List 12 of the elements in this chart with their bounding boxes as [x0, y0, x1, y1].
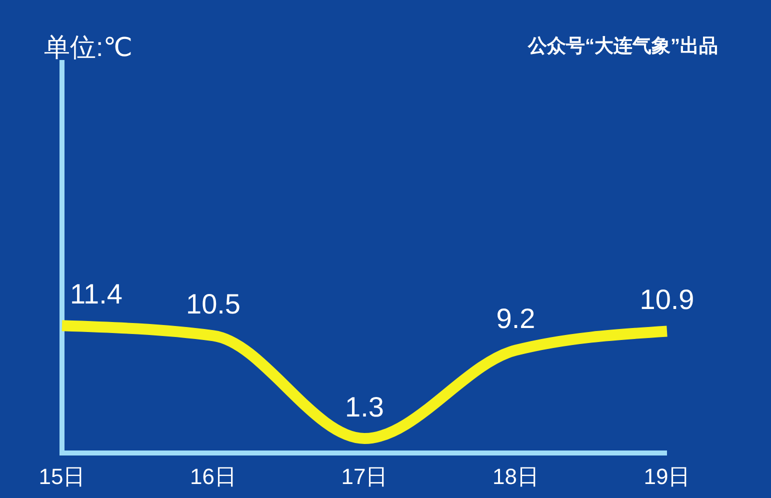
data-label: 11.4: [70, 278, 122, 310]
text: 公众号“大连气象”出品: [527, 35, 718, 57]
data-label: 10.9: [640, 284, 694, 316]
data-label: 1.3: [345, 391, 384, 422]
y-axis-title: 单位:℃: [44, 32, 132, 62]
x-tick-label: 17日: [341, 464, 388, 489]
x-tick-label: 18日: [492, 464, 539, 489]
x-tick-label: 19日: [644, 464, 690, 489]
x-tick-label: 16日: [190, 464, 236, 489]
data-label: 10.5: [186, 288, 240, 320]
x-tick-label: 15日: [38, 464, 86, 489]
data-label: 9.2: [496, 303, 536, 334]
